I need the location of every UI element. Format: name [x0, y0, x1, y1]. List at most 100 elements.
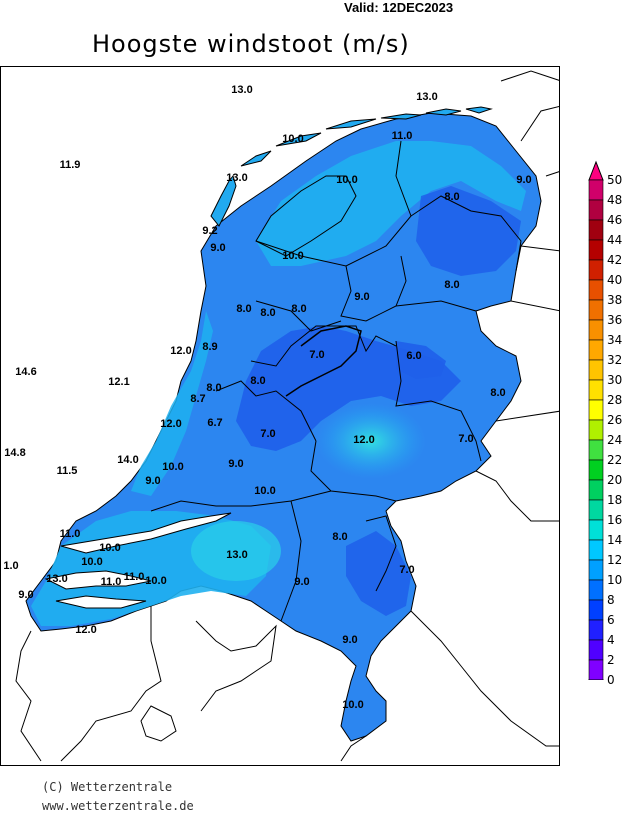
legend-tick-label: 36 — [607, 313, 623, 327]
wind-gust-value: 7.0 — [399, 564, 415, 576]
legend-tick-label: 22 — [607, 453, 623, 467]
legend-tick-label: 8 — [607, 593, 615, 607]
wind-gust-value: 8.9 — [202, 341, 218, 353]
wind-gust-value: 11.5 — [56, 465, 78, 477]
wind-gust-value: 9.2 — [202, 225, 218, 237]
legend-tick-label: 14 — [607, 533, 623, 547]
legend-swatch — [588, 519, 604, 541]
legend-bar — [588, 160, 604, 680]
legend-tick-label: 30 — [607, 373, 623, 387]
wind-gust-value: 6.0 — [406, 350, 422, 362]
legend-swatch — [588, 219, 604, 241]
wind-gust-value: 8.7 — [190, 393, 206, 405]
wind-gust-value: 8.0 — [260, 307, 276, 319]
light-spot-south — [191, 521, 281, 581]
wind-gust-value: 9.0 — [228, 458, 244, 470]
valid-date: Valid: 12DEC2023 — [344, 0, 454, 15]
legend-swatch — [588, 279, 604, 301]
legend-swatch — [588, 239, 604, 261]
legend-tick-label: 46 — [607, 213, 623, 227]
legend-swatch — [588, 379, 604, 401]
wind-gust-value: 13.0 — [226, 172, 248, 184]
legend-tick-label: 4 — [607, 633, 615, 647]
legend-swatch — [588, 439, 604, 461]
legend-swatch — [588, 539, 604, 561]
wind-gust-value: 12.0 — [75, 624, 97, 636]
wind-gust-value: 6.7 — [207, 417, 223, 429]
legend-tick-label: 10 — [607, 573, 623, 587]
wind-gust-value: 9.0 — [18, 589, 34, 601]
wind-gust-value: 12.0 — [353, 434, 375, 446]
dark-region-se — [346, 531, 411, 616]
wind-gust-value: 10.0 — [145, 575, 167, 587]
dark-region-e — [396, 341, 446, 379]
wind-gust-value: 12.0 — [160, 418, 182, 430]
wind-gust-value: 10.0 — [81, 556, 103, 568]
legend-tick-label: 42 — [607, 253, 623, 267]
legend-swatch — [588, 359, 604, 381]
legend-tick-label: 32 — [607, 353, 623, 367]
legend-swatch — [588, 339, 604, 361]
wind-gust-value: 10.0 — [336, 174, 358, 186]
dark-region-ne — [416, 186, 521, 276]
legend-tick-label: 2 — [607, 653, 615, 667]
wind-gust-value: 9.0 — [342, 634, 358, 646]
legend-swatch — [588, 399, 604, 421]
light-spot-east — [316, 403, 426, 479]
veluwemeer-line — [285, 325, 362, 397]
wind-gust-value: 14.6 — [15, 366, 37, 378]
wind-gust-value: 13.0 — [46, 573, 68, 585]
legend-tick-label: 16 — [607, 513, 623, 527]
province-borders — [150, 140, 522, 622]
legend-swatch — [588, 559, 604, 581]
wind-gust-value: 8.0 — [236, 303, 252, 315]
wind-gust-value: 7.0 — [458, 433, 474, 445]
wind-gust-value: 10.0 — [162, 461, 184, 473]
ijsselmeer — [255, 175, 357, 257]
wind-gust-value: 11.0 — [100, 576, 122, 588]
website-link[interactable]: www.wetterzentrale.de — [42, 799, 194, 813]
wind-gust-value: 7.0 — [260, 428, 276, 440]
color-legend: 50 48 46 44 42 40 38 36 34 32 30 28 26 24 22 20 18 16 14 12… — [587, 160, 623, 687]
legend-tick-label: 26 — [607, 413, 623, 427]
wind-gust-value: 11.0 — [391, 130, 413, 142]
legend-tick-label: 38 — [607, 293, 623, 307]
legend-swatch — [588, 579, 604, 601]
legend-swatch — [588, 419, 604, 441]
legend-tick-label: 0 — [607, 673, 615, 687]
legend-swatch — [588, 599, 604, 621]
copyright-text: (C) Wetterzentrale — [42, 780, 173, 794]
legend-tick-label: 28 — [607, 393, 623, 407]
legend-swatch — [588, 639, 604, 661]
legend-tick-label: 44 — [607, 233, 623, 247]
wind-gust-value: 8.0 — [444, 191, 460, 203]
wind-gust-value: 9.0 — [516, 174, 532, 186]
wind-gust-value: 8.0 — [444, 279, 460, 291]
legend-swatch — [588, 659, 604, 680]
wind-gust-value: 8.0 — [332, 531, 348, 543]
wind-gust-value: 9.0 — [145, 475, 161, 487]
wind-gust-value: 10.0 — [254, 485, 276, 497]
wind-gust-value: 11.9 — [59, 159, 81, 171]
wind-gust-value: 11.0 — [123, 571, 145, 583]
wind-gust-value: 10.0 — [282, 133, 304, 145]
netherlands-map — [15, 70, 559, 762]
wind-gust-value: 1.0 — [3, 560, 19, 572]
legend-swatch — [588, 299, 604, 321]
light-region-coast — [131, 311, 213, 496]
legend-tick-label: 34 — [607, 333, 623, 347]
legend-swatch — [588, 619, 604, 641]
legend-tick-label: 48 — [607, 193, 623, 207]
legend-tick-label: 24 — [607, 433, 623, 447]
legend-swatch — [588, 259, 604, 281]
wind-gust-value: 10.0 — [99, 542, 121, 554]
wind-gust-value: 13.0 — [416, 91, 438, 103]
light-region-north — [256, 141, 526, 266]
wind-gust-value: 7.0 — [309, 349, 325, 361]
wind-gust-value: 9.0 — [294, 576, 310, 588]
map-title: Hoogste windstoot (m/s) — [92, 30, 410, 58]
wind-gust-value: 8.0 — [206, 382, 222, 394]
legend-swatch — [588, 179, 604, 201]
wind-gust-value: 8.0 — [291, 303, 307, 315]
legend-arrow-top — [588, 160, 604, 181]
